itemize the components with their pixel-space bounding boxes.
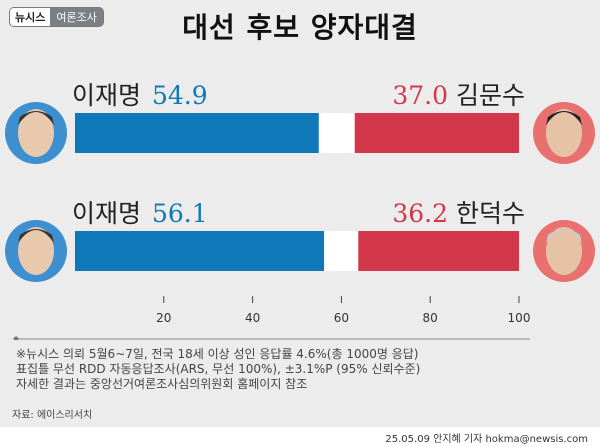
face-icon [546,227,582,275]
newsis-poll-logo: 뉴시스 여론조사 [9,7,104,27]
tick-label: 100 [508,311,531,325]
tick-label: 20 [156,311,171,325]
tick-label: 80 [423,311,438,325]
face-icon [546,109,582,157]
bar-left-candidate [75,113,319,153]
credit-text: 25.05.09 안지혜 기자 hokma@newsis.com [385,434,588,445]
bar-right-candidate [358,231,519,271]
right-candidate-name: 김문수 [456,81,525,110]
bar-right-candidate [354,113,519,153]
right-value-label: 37.0 [392,81,448,110]
source-text: 자료: 에이스리서치 [12,410,93,421]
logo-brand: 뉴시스 [10,8,51,26]
hair-icon [546,229,582,243]
hair-icon [546,111,582,125]
hair-icon [18,111,54,125]
chart-title: 대선 후보 양자대결 [182,11,418,44]
bar-left-candidate [75,231,325,271]
tick-label: 40 [245,311,260,325]
chart-panel [0,0,600,427]
logo-section: 여론조사 [50,8,103,26]
hair-icon [18,229,54,243]
note-line: ※뉴시스 의뢰 5월6~7일, 전국 18세 이상 성인 응답률 4.6%(총 … [16,347,419,361]
face-icon [18,227,54,275]
left-value-label: 54.9 [152,81,208,110]
face-icon [18,109,54,157]
right-value-label: 36.2 [392,199,448,228]
note-line: 표집틀 무선 RDD 자동응답조사(ARS, 무선 100%), ±3.1%P … [16,362,421,376]
note-line: 자세한 결과는 중앙선거여론조사심의위원회 홈페이지 참조 [16,377,308,391]
divider-dot [13,336,19,340]
right-candidate-name: 한덕수 [456,199,525,228]
left-candidate-name: 이재명 [72,81,141,110]
tick-label: 60 [334,311,349,325]
left-candidate-name: 이재명 [72,199,141,228]
survey-notes: ※뉴시스 의뢰 5월6~7일, 전국 18세 이상 성인 응답률 4.6%(총 … [16,347,420,392]
left-value-label: 56.1 [152,199,208,228]
